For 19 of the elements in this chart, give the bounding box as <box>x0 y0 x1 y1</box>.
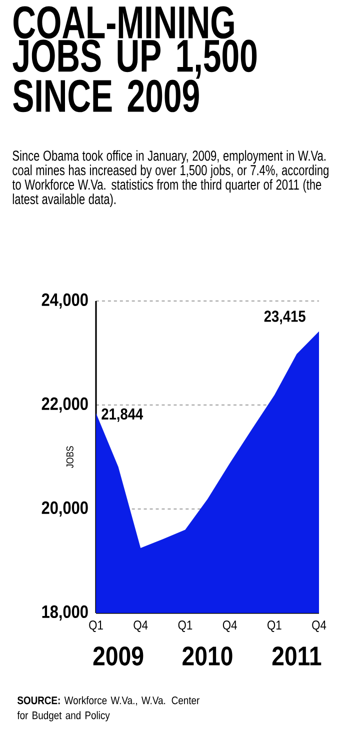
x-tick-label: Q1 <box>178 620 192 632</box>
data-label: 23,415 <box>264 310 306 324</box>
data-label: 21,844 <box>102 408 144 422</box>
text: 2010 <box>182 646 232 666</box>
text: SOURCE: Workforce W.Va., W.Va. Center for Budget and Policy <box>17 696 200 722</box>
text: 2011 <box>272 646 322 666</box>
x-tick-label: Q4 <box>134 620 148 632</box>
chart-subtitle: Since Obama took office in January, 2009, employment in W.Va. coal mines has increased by over 1,500 jobs, or 7.4%, according to Workforce W.Va. statistics from the third quarter of 2011 (the latest available data). <box>12 150 328 208</box>
y-tick-label: 24,000 <box>42 293 88 309</box>
y-axis-title: JOBS <box>66 446 74 468</box>
x-tick-label: Q4 <box>312 620 326 632</box>
x-tick-label: Q4 <box>222 620 237 632</box>
x-tick-label: Q1 <box>268 620 282 632</box>
x-tick-label: Q1 <box>89 620 103 632</box>
y-tick-label: 18,000 <box>42 605 88 621</box>
y-tick-label: 20,000 <box>42 501 88 517</box>
chart-title: COAL-MINING JOBS UP 1,500 SINCE 2009 <box>12 6 257 112</box>
text: 2009 <box>93 646 144 666</box>
y-tick-label: 22,000 <box>42 397 88 413</box>
